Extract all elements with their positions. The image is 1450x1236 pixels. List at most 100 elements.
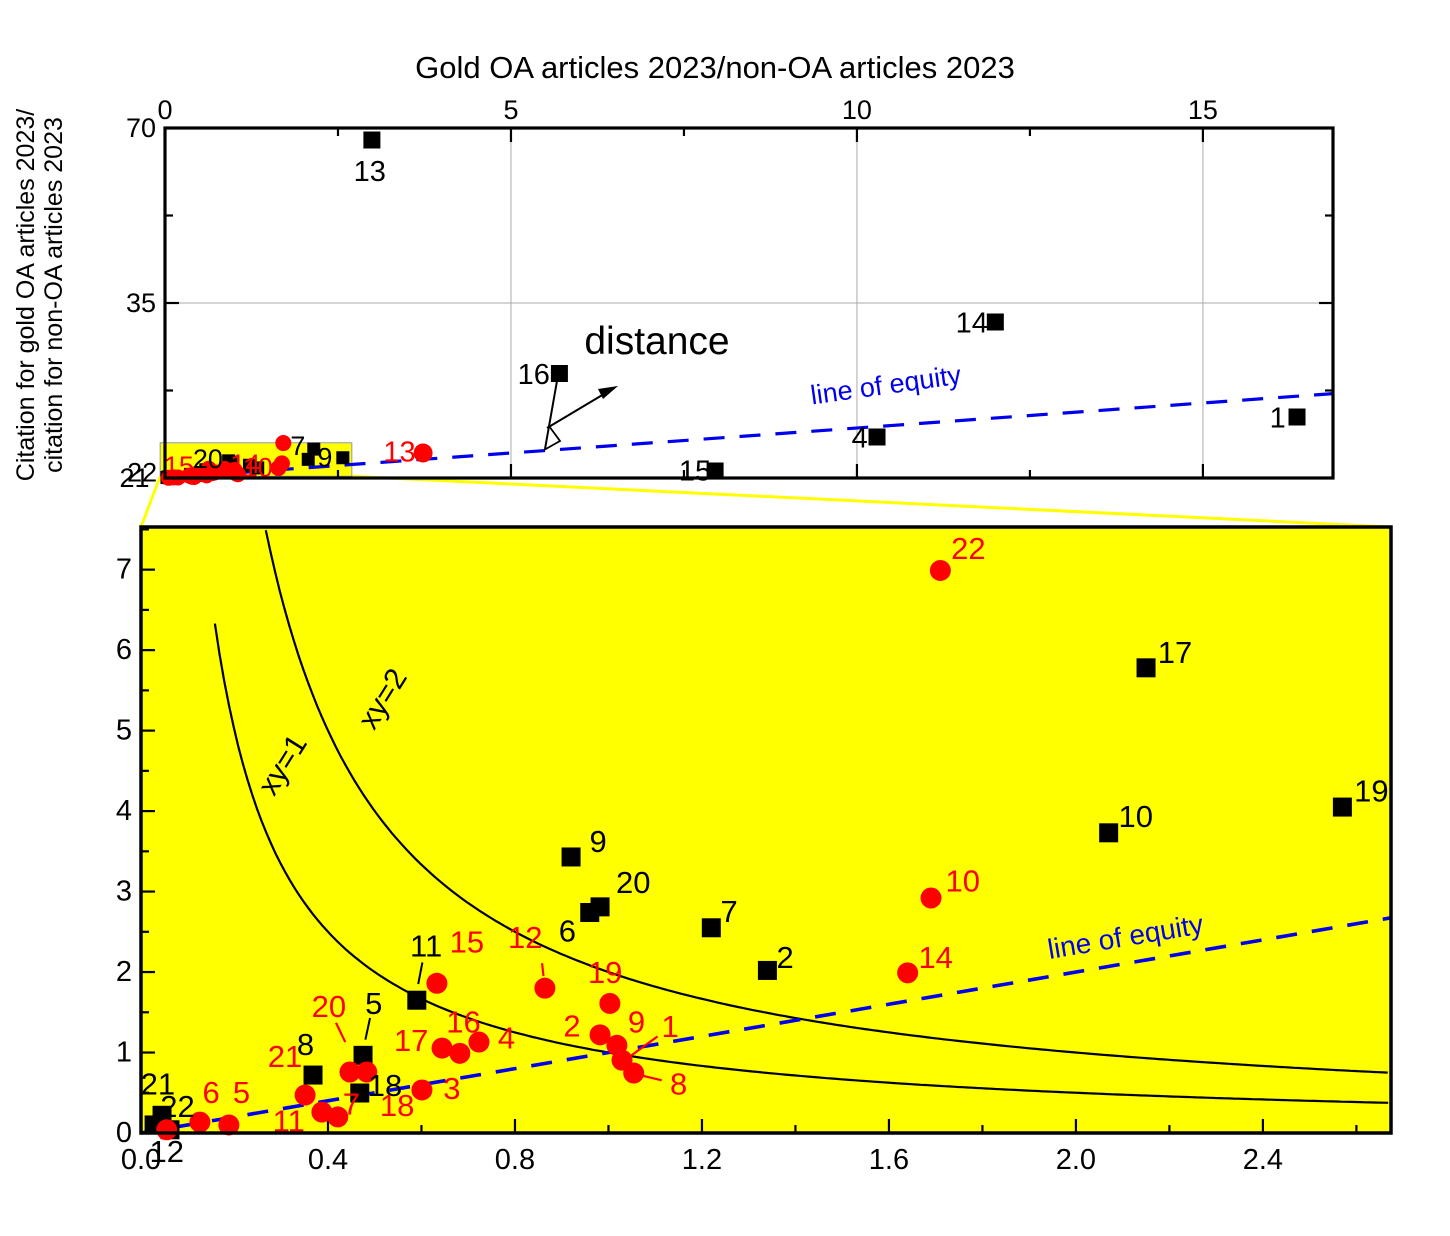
point-red-x [270,460,287,477]
point-black-1 [1288,408,1306,426]
point-red-19 [599,992,621,1014]
y-tick-label: 6 [116,634,132,666]
point-black-9 [561,847,581,867]
y-axis-title-line1: Citation for gold OA articles 2023/ [12,109,40,481]
x-tick-label: 5 [503,95,518,125]
zoom-panel-background [141,527,1391,1133]
point-red-4 [468,1031,490,1053]
x-tick-label: 0.8 [495,1144,535,1176]
point-black-20 [590,897,610,917]
y-tick-label: 1 [116,1037,132,1069]
x-tick-label: 10 [842,95,872,125]
x-tick-label: 1.6 [869,1144,909,1176]
point-label-red-4: 4 [498,1020,515,1055]
point-black-14 [986,313,1004,331]
cluster-label-9: 9 [317,443,332,473]
point-red-20 [339,1061,361,1083]
curve-xy=2 [264,529,1388,1074]
point-red-21 [294,1084,316,1106]
point-red-8 [623,1062,645,1084]
y-tick-label: 70 [126,113,156,143]
point-label-red-18: 18 [380,1088,414,1123]
point-label-red-8: 8 [670,1066,687,1101]
y-tick-label: 4 [116,795,132,827]
x-tick-label: 15 [1188,95,1218,125]
distance-annotation-label: distance [584,320,729,363]
x-tick-label: 0.4 [308,1144,348,1176]
x-tick-label: 0 [157,95,172,125]
y-tick-label: 5 [116,715,132,747]
y-tick-label: 2 [116,956,132,988]
point-black-5 [353,1045,373,1065]
point-label-red-17: 17 [394,1023,428,1058]
point-red-11 [311,1101,333,1123]
point-red-18 [327,1106,349,1128]
cluster-label-15: 15 [164,451,194,481]
point-label-black-14: 14 [956,307,988,339]
point-red-x [275,435,292,452]
perpendicular-segment [544,380,558,450]
point-label-black-21: 21 [141,1066,175,1101]
point-black-17 [1136,658,1156,678]
line-of-equity-label-overview: line of equity [809,360,964,411]
point-label-red-7: 7 [343,1086,360,1121]
point-label-red-10: 10 [946,863,980,898]
x-tick-label: 0.0 [121,1144,161,1176]
point-red-6 [189,1111,211,1133]
x-tick-label: 2.4 [1243,1144,1283,1176]
point-label-red-20: 20 [312,989,346,1024]
point-black-8 [303,1065,323,1085]
y-tick-label: 0 [116,1117,132,1149]
point-red-13 [413,443,433,463]
point-label-black-12: 12 [149,1134,183,1169]
point-label-red-5: 5 [233,1075,250,1110]
point-label-black-22: 22 [160,1089,194,1124]
point-black-11 [407,990,427,1010]
y-axis-title-line2: citation for non-OA articles 2023 [40,117,68,473]
point-label-black-1: 1 [1270,402,1286,434]
point-black-18 [350,1083,370,1103]
label-leader-line [540,963,545,977]
point-label-black-16: 16 [518,359,550,391]
point-label-black-5: 5 [365,986,382,1021]
x-axis-title: Gold OA articles 2023/non-OA articles 20… [415,50,1015,85]
point-black-19 [1332,797,1352,817]
y-tick-label: 7 [116,554,132,586]
line-of-equity [140,916,1392,1135]
distance-arrow-line [546,393,605,429]
point-black-x [301,452,315,466]
point-label-red-3: 3 [443,1071,460,1106]
point-red-12 [534,977,556,999]
label-leader-line [334,1022,347,1043]
x-tick-label: 2.0 [1056,1144,1096,1176]
distance-arrow-head [598,386,618,399]
label-leader-line [417,962,424,985]
y-tick-label: 35 [126,288,156,318]
point-red-14 [897,962,919,984]
point-label-red-9: 9 [628,1004,645,1039]
point-label-red-1: 1 [662,1009,679,1044]
point-label-black-4: 4 [852,422,868,454]
point-black-7 [701,918,721,938]
point-black-x [336,451,350,465]
point-label-red-15: 15 [450,925,484,960]
point-black-4 [868,428,886,446]
point-label-red-19: 19 [588,955,622,990]
point-red-x [156,1119,178,1141]
connector-right [351,474,1392,529]
point-label-black-17: 17 [1158,635,1192,670]
distance-annotation-group [543,380,618,451]
point-black-x [251,461,265,475]
point-red-7 [356,1061,378,1083]
cluster-label-22: 22 [127,458,157,488]
cluster-label-14: 14 [230,449,260,479]
connector-left [139,475,162,528]
cluster-label-20: 20 [193,444,223,474]
point-label-red-13: 13 [383,436,415,468]
point-black-10 [1099,823,1119,843]
point-label-black-2: 2 [777,940,794,975]
point-label-black-19: 19 [1354,773,1388,808]
point-black-x [307,442,321,456]
point-red-5 [218,1114,240,1136]
